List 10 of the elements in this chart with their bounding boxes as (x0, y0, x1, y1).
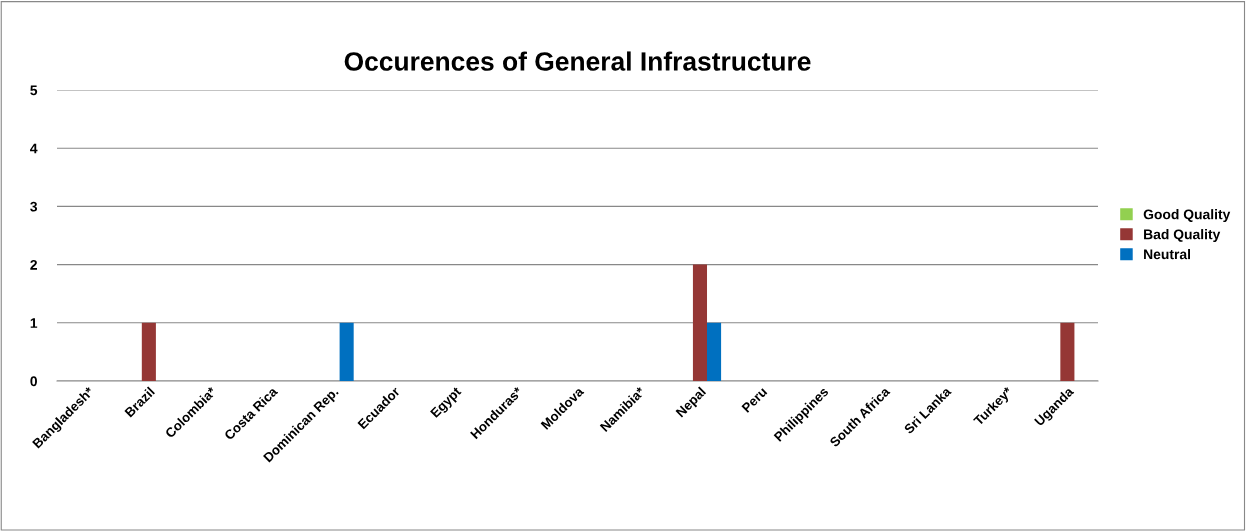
legend-label: Bad Quality (1144, 229, 1221, 243)
chart-title: Occurences of General Infrastructure (344, 51, 811, 71)
legend-label: Good Quality (1143, 209, 1231, 223)
y-tick-label: 2 (30, 259, 37, 270)
y-tick-label: 4 (30, 143, 38, 154)
legend-label: Neutral (1144, 249, 1190, 260)
y-tick-label: 5 (30, 85, 38, 96)
y-tick-label: 3 (30, 201, 38, 212)
y-tick-label: 0 (30, 376, 37, 387)
y-tick-label: 1 (30, 318, 38, 328)
